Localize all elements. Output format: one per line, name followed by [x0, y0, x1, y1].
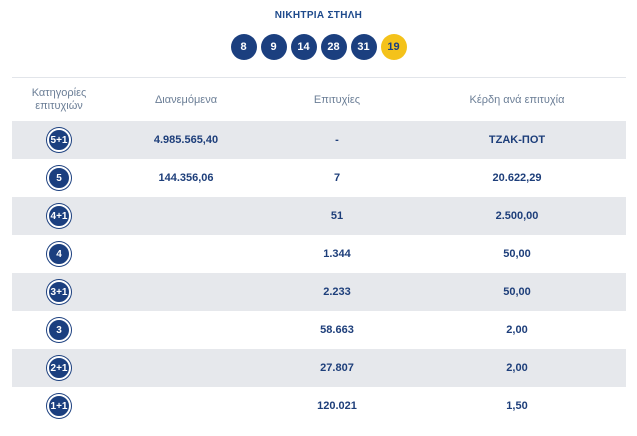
table-row: 4 1.344 50,00 — [12, 235, 626, 273]
header-distributed: Διανεμόμενα — [154, 93, 218, 106]
number-ball: 14 — [290, 34, 317, 60]
category-badge: 5 — [47, 166, 71, 190]
winning-numbers: 8 9 14 28 31 19 — [0, 34, 637, 60]
category-badge: 2+1 — [47, 356, 71, 380]
prize-cell: 2,00 — [506, 324, 528, 336]
category-badge: 1+1 — [47, 394, 71, 418]
winning-column-title: ΝΙΚΗΤΡΙΑ ΣΤΗΛΗ — [274, 10, 363, 21]
prize-cell: 2,00 — [506, 362, 528, 374]
category-badge: 4+1 — [47, 204, 71, 228]
category-badge: 3+1 — [47, 280, 71, 304]
header-category: Κατηγορίες επιτυχιών — [12, 87, 106, 113]
table-row: 1+1 120.021 1,50 — [12, 387, 626, 425]
winners-cell: 27.807 — [320, 362, 354, 374]
prize-cell: 20.622,29 — [492, 172, 542, 184]
category-badge: 3 — [47, 318, 71, 342]
number-ball: 9 — [260, 34, 287, 60]
distributed-cell: 144.356,06 — [158, 172, 214, 184]
prize-cell: 1,50 — [506, 400, 528, 412]
header-winners: Επιτυχίες — [313, 93, 361, 106]
number-ball: 8 — [230, 34, 257, 60]
joker-ball: 19 — [380, 34, 407, 60]
winners-cell: 7 — [333, 172, 341, 184]
category-badge: 5+1 — [47, 128, 71, 152]
prize-table: Κατηγορίες επιτυχιών Διανεμόμενα Επιτυχί… — [12, 77, 626, 425]
distributed-cell: 4.985.565,40 — [153, 134, 219, 146]
number-ball: 31 — [350, 34, 377, 60]
table-header: Κατηγορίες επιτυχιών Διανεμόμενα Επιτυχί… — [12, 77, 626, 121]
winners-cell: 51 — [330, 210, 344, 222]
prize-cell: 50,00 — [503, 286, 531, 298]
prize-cell: 2.500,00 — [495, 210, 539, 222]
winners-cell: 1.344 — [323, 248, 351, 260]
winners-cell: 58.663 — [320, 324, 354, 336]
winners-cell: 2.233 — [323, 286, 351, 298]
table-row: 3+1 2.233 50,00 — [12, 273, 626, 311]
table-row: 5+1 4.985.565,40 - ΤΖΑΚ-ΠΟΤ — [12, 121, 626, 159]
winners-cell: 120.021 — [317, 400, 357, 412]
table-row: 2+1 27.807 2,00 — [12, 349, 626, 387]
category-badge: 4 — [47, 242, 71, 266]
header-category-line2: επιτυχιών — [35, 99, 83, 112]
table-row: 3 58.663 2,00 — [12, 311, 626, 349]
table-row: 5 144.356,06 7 20.622,29 — [12, 159, 626, 197]
winners-cell: - — [335, 134, 339, 146]
prize-cell: ΤΖΑΚ-ΠΟΤ — [488, 134, 546, 146]
header-prize: Κέρδη ανά επιτυχία — [469, 93, 565, 106]
header-category-line1: Κατηγορίες — [31, 86, 87, 99]
prize-cell: 50,00 — [503, 248, 531, 260]
table-row: 4+1 51 2.500,00 — [12, 197, 626, 235]
number-ball: 28 — [320, 34, 347, 60]
